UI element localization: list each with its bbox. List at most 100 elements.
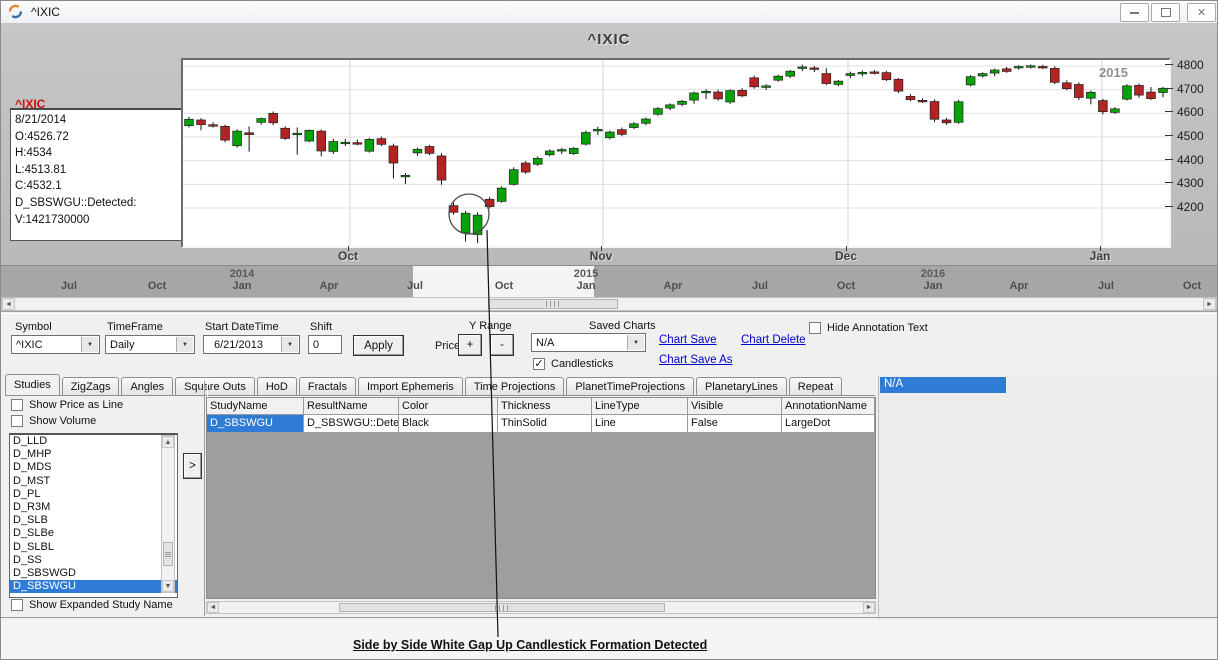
chevron-down-icon[interactable]: ▼ [81,337,98,352]
column-header-color[interactable]: Color [399,398,498,415]
table-cell[interactable]: Black [399,415,498,433]
list-item[interactable]: D_SBSWGD [13,566,76,579]
list-item[interactable]: D_R3M [13,500,51,513]
studies-table[interactable]: StudyName ResultName Color Thickness LineTyp… [206,397,876,599]
price-tick [1165,64,1173,65]
list-item[interactable]: D_MDS [13,461,52,474]
timeline-scrollbar-thumb[interactable] [488,299,618,309]
close-button[interactable]: ✕ [1187,3,1216,22]
studies-list-scrollbar[interactable]: ▲ ▼ [161,435,175,593]
scroll-up-icon[interactable]: ▲ [162,436,174,448]
checkbox-unchecked-icon [11,399,23,411]
saved-charts-combobox[interactable]: N/A ▼ [531,333,646,352]
column-header-thickness[interactable]: Thickness [498,398,592,415]
scroll-down-icon[interactable]: ▼ [162,580,174,592]
y-range-plus-button[interactable]: + [458,334,482,356]
chevron-down-icon[interactable]: ▼ [281,337,298,352]
table-cell[interactable]: LargeDot [782,415,875,433]
table-cell[interactable]: Line [592,415,688,433]
start-datetime-combobox[interactable]: 6/21/2013 ▼ [203,335,300,354]
plus-icon: + [466,339,474,351]
navigator-month-label: Oct [836,280,856,292]
candle-body [581,132,591,145]
studies-listbox[interactable]: D_LLD D_MHP D_MDS D_MST D_PL D_R3M D_SLB D_SLBe… [9,433,178,598]
list-item[interactable]: D_SLBL [13,540,54,553]
tab-planetarylines[interactable]: PlanetaryLines [695,377,787,395]
price-tick [1165,135,1173,136]
table-row[interactable]: D_SBSWGU D_SBSWGU::Dete Black ThinSolid Line… [207,415,875,433]
column-header-annotationname[interactable]: AnnotationName [782,398,875,415]
scroll-left-icon[interactable]: ◄ [2,298,15,310]
add-study-button[interactable]: > [183,453,202,479]
list-item[interactable]: D_PL [13,487,41,500]
timeline-navigator[interactable]: Jul Oct Jan Apr Jul Oct Jan Apr Jul Oct Jan Apr Jul O… [1,265,1217,298]
chart-delete-link[interactable]: Chart Delete [741,334,806,346]
table-scrollbar[interactable]: ◄ ► [206,601,876,614]
tab-fractals[interactable]: Fractals [298,377,356,395]
show-expanded-study-name-checkbox[interactable]: Show Expanded Study Name [11,599,173,611]
navigator-month-label: Oct [494,280,514,292]
chart-save-link[interactable]: Chart Save [659,334,717,346]
table-cell[interactable]: ThinSolid [498,415,592,433]
minimize-button[interactable] [1120,3,1149,22]
tab-hod[interactable]: HoD [256,377,297,395]
shift-value: 0 [313,338,320,351]
list-item[interactable]: D_LLD [13,435,48,447]
symbol-combobox[interactable]: ^IXIC ▼ [11,335,100,354]
show-price-as-line-checkbox[interactable]: Show Price as Line [11,399,123,411]
hide-annotation-checkbox[interactable]: Hide Annotation Text [809,322,928,334]
column-header-studyname[interactable]: StudyName [207,398,304,415]
scroll-right-icon[interactable]: ► [1203,298,1216,310]
table-header-row: StudyName ResultName Color Thickness LineTyp… [207,398,875,415]
navigator-month-label: Oct [147,280,167,292]
apply-button[interactable]: Apply [353,335,404,356]
symbol-value: ^IXIC [16,338,43,351]
timeframe-combobox[interactable]: Daily ▼ [105,335,195,354]
divider [5,395,875,396]
selected-result-item[interactable]: N/A [880,377,1006,393]
chart-save-as-link[interactable]: Chart Save As [659,354,733,366]
list-item[interactable]: D_SLBe [13,527,54,540]
tab-planettimeprojections[interactable]: PlanetTimeProjections [566,377,694,395]
scroll-right-icon[interactable]: ► [863,602,875,613]
studies-list-scrollbar-thumb[interactable] [163,542,173,566]
column-header-linetype[interactable]: LineType [592,398,688,415]
price-plot[interactable]: 2015 [181,58,1171,248]
navigator-month-label: Jan [923,280,943,292]
chevron-down-icon[interactable]: ▼ [627,335,644,350]
tab-time-projections[interactable]: Time Projections [464,377,565,395]
list-item[interactable]: D_SBSWGU [10,580,177,594]
candle-body [677,100,687,105]
y-range-minus-button[interactable]: - [490,334,514,356]
scroll-left-icon[interactable]: ◄ [207,602,219,613]
navigator-visible-window[interactable] [413,266,594,297]
candlesticks-checkbox[interactable]: ✓ Candlesticks [533,358,613,370]
table-cell[interactable]: False [688,415,782,433]
tab-repeat[interactable]: Repeat [788,377,843,395]
timeline-scrollbar[interactable]: ◄ ► [1,297,1217,311]
column-header-resultname[interactable]: ResultName [304,398,399,415]
candle-body [484,198,495,207]
show-volume-checkbox[interactable]: Show Volume [11,415,96,427]
annotation-text: Side by Side White Gap Up Candlestick Fo… [353,638,708,652]
tab-angles[interactable]: Angles [121,377,174,395]
table-scrollbar-thumb[interactable] [339,603,665,612]
table-cell[interactable]: D_SBSWGU::Dete [304,415,399,433]
column-header-visible[interactable]: Visible [688,398,782,415]
tab-zigzags[interactable]: ZigZags [61,377,120,395]
tab-square-outs[interactable]: Square Outs [175,377,255,395]
candle-body [1001,68,1012,72]
list-item[interactable]: D_MHP [13,448,52,461]
maximize-button[interactable] [1151,3,1180,22]
list-item[interactable]: D_SS [13,553,42,566]
shift-input[interactable]: 0 [308,335,342,354]
table-cell[interactable]: D_SBSWGU [207,415,304,433]
tab-studies[interactable]: Studies [5,374,60,395]
candle-body [761,85,771,88]
chevron-down-icon[interactable]: ▼ [176,337,193,352]
candle-body [472,214,483,235]
tab-import-ephemeris[interactable]: Import Ephemeris [358,377,463,395]
month-tick [846,246,847,251]
list-item[interactable]: D_SLB [13,514,48,527]
list-item[interactable]: D_MST [13,474,51,487]
